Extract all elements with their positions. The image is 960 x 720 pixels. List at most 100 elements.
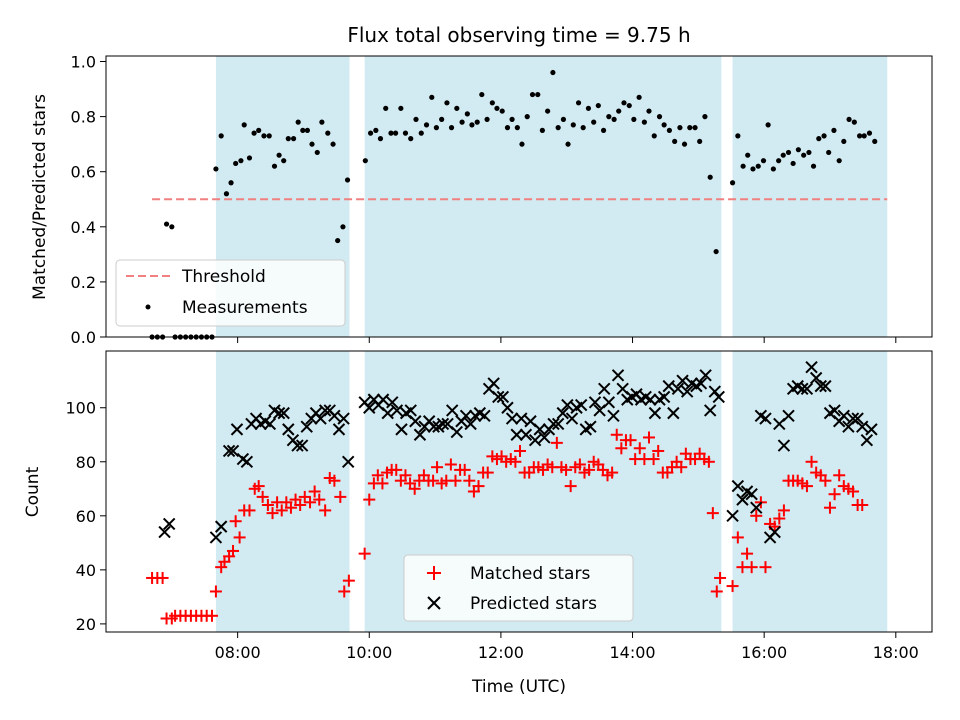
x-stroke bbox=[277, 406, 290, 420]
y-tick-label: 40 bbox=[76, 561, 96, 580]
x-stroke bbox=[341, 455, 355, 468]
x-tick-label: 16:00 bbox=[741, 643, 787, 662]
measurement-point bbox=[681, 141, 688, 147]
predicted-star-point bbox=[611, 369, 625, 382]
y-tick-label: 0.8 bbox=[71, 108, 96, 127]
x-stroke bbox=[648, 406, 662, 420]
measurement-point bbox=[213, 166, 219, 172]
predicted-star-point bbox=[363, 401, 376, 414]
matched-star-point bbox=[399, 469, 412, 482]
x-stroke bbox=[819, 379, 832, 393]
x-stroke bbox=[851, 412, 864, 425]
predicted-star-point bbox=[662, 379, 675, 393]
matched-star-point bbox=[800, 480, 813, 493]
matched-star-point bbox=[463, 474, 476, 487]
measurement-point bbox=[641, 119, 647, 125]
predicted-star-point bbox=[708, 385, 722, 398]
measurement-point bbox=[169, 224, 175, 230]
observing-interval-band bbox=[364, 56, 722, 337]
measurement-point bbox=[418, 130, 424, 136]
measurement-point bbox=[373, 127, 379, 133]
x-tick-label: 14:00 bbox=[609, 643, 655, 662]
matched-star-point bbox=[319, 504, 332, 517]
measurement-point bbox=[256, 127, 262, 133]
matched-star-point bbox=[573, 458, 586, 471]
matched-star-point bbox=[371, 469, 384, 482]
x-stroke bbox=[295, 439, 309, 452]
matched-star-point bbox=[233, 531, 246, 544]
measurement-point bbox=[745, 152, 751, 158]
predicted-star-point bbox=[505, 412, 519, 425]
top-x-ticks bbox=[237, 337, 897, 343]
predicted-star-point bbox=[341, 455, 355, 468]
measurement-point bbox=[790, 160, 796, 167]
predicted-star-point bbox=[510, 428, 523, 441]
predicted-star-point bbox=[837, 409, 851, 423]
measurements-legend-label: Measurements bbox=[182, 298, 308, 318]
measurement-point bbox=[729, 180, 736, 186]
measurement-point bbox=[565, 141, 571, 147]
measurement-point bbox=[560, 116, 567, 122]
measurement-point bbox=[509, 116, 515, 122]
x-stroke bbox=[381, 406, 394, 420]
observing-interval-band bbox=[732, 351, 888, 632]
measurement-point bbox=[218, 133, 224, 139]
matched-star-point bbox=[633, 442, 646, 455]
predicted-star-point bbox=[814, 379, 827, 393]
predicted-star-point bbox=[501, 401, 514, 414]
x-stroke bbox=[272, 406, 286, 420]
measurement-point bbox=[555, 125, 561, 131]
measurement-point bbox=[377, 136, 384, 142]
matched-star-point bbox=[509, 455, 522, 468]
predicted-star-point bbox=[436, 417, 450, 431]
x-stroke bbox=[598, 382, 611, 396]
x-stroke bbox=[796, 382, 809, 396]
predicted-star-point bbox=[860, 433, 874, 447]
matched-star-point bbox=[427, 474, 440, 487]
x-stroke bbox=[699, 369, 712, 382]
x-stroke bbox=[805, 361, 818, 374]
measurement-point bbox=[776, 158, 782, 164]
predicted-star-point bbox=[865, 423, 878, 436]
matched-star-point bbox=[298, 490, 311, 503]
top-legend-box bbox=[115, 259, 346, 327]
matched-legend-label: Matched stars bbox=[470, 564, 590, 584]
x-stroke bbox=[538, 431, 551, 444]
x-stroke bbox=[837, 409, 851, 423]
predicted-star-point bbox=[162, 517, 176, 531]
x-stroke bbox=[524, 415, 537, 428]
measurement-point bbox=[514, 125, 520, 131]
matched-star-point bbox=[308, 485, 321, 498]
x-stroke bbox=[708, 385, 722, 398]
matched-star-point bbox=[714, 571, 727, 584]
measurement-point bbox=[750, 166, 756, 172]
measurement-point bbox=[238, 158, 244, 164]
y-tick-label: 20 bbox=[76, 615, 96, 634]
measurement-point bbox=[826, 149, 832, 156]
x-stroke bbox=[363, 401, 376, 414]
measurement-point bbox=[233, 160, 239, 167]
measurement-point bbox=[444, 100, 450, 106]
matched-star-point bbox=[819, 474, 832, 487]
predicted-star-point bbox=[487, 377, 500, 390]
matched-star-point bbox=[261, 499, 274, 512]
x-stroke bbox=[158, 525, 171, 539]
measurement-point bbox=[535, 91, 541, 98]
measurement-point bbox=[228, 180, 234, 186]
x-stroke bbox=[680, 385, 694, 398]
x-stroke bbox=[505, 412, 519, 425]
measurement-point bbox=[367, 130, 374, 136]
predicted-star-point bbox=[496, 390, 510, 404]
matched-star-point bbox=[642, 431, 655, 444]
matched-star-point bbox=[647, 453, 660, 466]
measurement-point bbox=[661, 122, 667, 128]
x-stroke bbox=[515, 412, 528, 425]
predicted-star-point bbox=[478, 409, 491, 423]
x-stroke bbox=[768, 525, 781, 539]
x-stroke bbox=[616, 382, 629, 396]
bottom-x-ticks: 08:00 10:00 12:00 14:00 16:00 18:00 bbox=[215, 632, 919, 662]
measurement-point bbox=[713, 248, 719, 255]
matched-star-point bbox=[615, 442, 628, 455]
predicted-star-point bbox=[800, 382, 814, 396]
measurement-point bbox=[402, 130, 409, 136]
